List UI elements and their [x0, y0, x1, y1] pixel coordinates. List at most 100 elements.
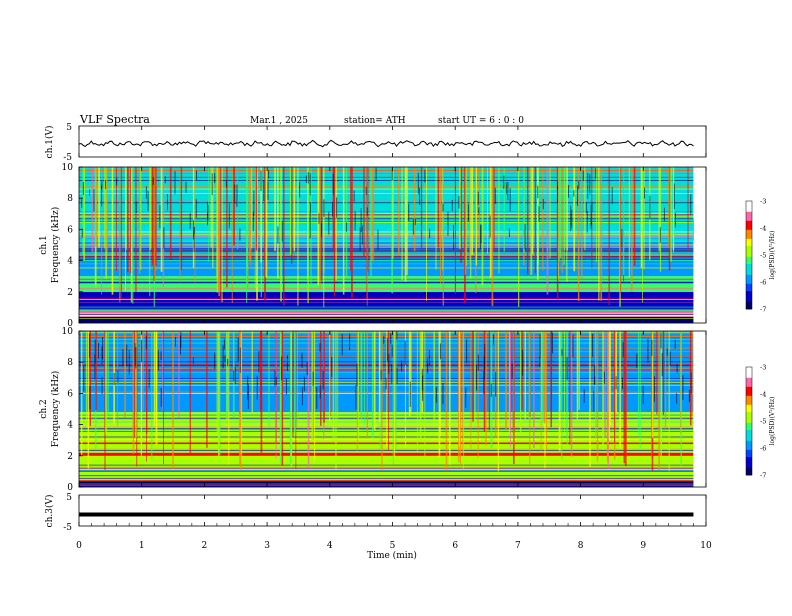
spectrogram-sferic [274, 167, 276, 252]
spectrogram-sferic [558, 331, 561, 451]
spectrogram-sferic [307, 167, 309, 304]
spectrogram-line [79, 431, 694, 432]
spectrogram-speckle [305, 175, 307, 183]
spectrogram-speckle [453, 225, 455, 250]
spectrogram-sferic [323, 331, 325, 423]
spectrogram-sferic [357, 331, 360, 439]
spectrogram-speckle [682, 375, 684, 401]
spectrogram-sferic [154, 167, 156, 281]
spectrogram-sferic [107, 331, 109, 416]
spectrogram-speckle [660, 332, 662, 349]
spectrogram-sferic [291, 167, 293, 264]
spectrogram-sferic [598, 167, 600, 301]
spectrogram-sferic [289, 167, 292, 255]
spectrogram-speckle [647, 338, 649, 363]
spectrogram-speckle [113, 373, 115, 386]
colorbar-segment [746, 237, 752, 240]
spectrogram-sferic [217, 331, 220, 458]
spectrogram-empty-tail [693, 331, 706, 487]
spectrogram-sferic [277, 167, 279, 279]
spectrogram-line [79, 234, 694, 236]
spectrogram-speckle [160, 387, 162, 407]
xtick-label: 8 [578, 541, 584, 551]
colorbar-segment [746, 244, 752, 247]
spectrogram-sferic [513, 331, 515, 445]
spectrogram-sferic [670, 167, 672, 262]
spectrogram-line [79, 417, 694, 419]
spectrogram-line [79, 370, 694, 372]
spectrogram-line [79, 469, 694, 471]
spectrogram-sferic [310, 167, 312, 284]
colorbar-segment [746, 431, 752, 434]
spectrogram-speckle [585, 202, 587, 214]
spectrogram-line [79, 306, 694, 308]
colorbar-segment [746, 301, 752, 304]
spectrogram-speckle [591, 202, 593, 213]
spectrogram-sferic [658, 331, 660, 470]
spectrogram-line [79, 466, 694, 468]
spectrogram-speckle [676, 364, 678, 373]
spectrogram-sferic [604, 331, 606, 438]
spectrogram-speckle [542, 198, 544, 210]
spectrogram-speckle [572, 334, 574, 358]
spectrogram-speckle [388, 354, 390, 374]
spectrogram-line [79, 421, 694, 423]
spectrogram-speckle [192, 357, 194, 364]
spectrogram-speckle [467, 204, 469, 222]
spectrogram-line [79, 314, 694, 315]
spectrogram-sferic [105, 167, 108, 279]
ch3-ylabel: ch.3(V) [44, 495, 55, 528]
spectrogram-speckle [442, 203, 444, 212]
spectrogram-line [79, 297, 694, 299]
spectrogram-sferic [386, 331, 388, 447]
ch1-ylabel: ch.1(V) [44, 126, 55, 159]
spectrogram-sferic [135, 331, 137, 438]
spectrogram-sferic [624, 331, 627, 467]
colorbar-label: log(PSD)(V²/Hz) [769, 397, 776, 446]
colorbar-segment [746, 229, 752, 232]
xtick-label: 6 [452, 541, 458, 551]
spectrogram-sferic [481, 167, 484, 286]
spectrogram-sferic [228, 331, 230, 465]
colorbar-segment [746, 265, 752, 268]
spectrogram-line [79, 485, 694, 487]
spectrogram-sferic [366, 331, 369, 439]
spectrogram-sferic [82, 167, 84, 255]
ch1-spectrogram-ylabel-freq: Frequency (kHz) [50, 207, 61, 284]
xtick-label: 10 [700, 541, 712, 551]
spectrogram-sferic [392, 167, 394, 259]
ch1-spectrogram-panel: ch.1 Frequency (kHz) 0 2 4 6 8 10 [39, 163, 707, 329]
spectrogram-line [79, 222, 694, 223]
spectrogram-speckle [365, 186, 367, 195]
spectrogram-speckle [451, 199, 453, 211]
spectrogram-sferic [268, 331, 270, 427]
colorbar-segment [746, 437, 752, 440]
spectrogram-sferic [573, 167, 576, 272]
spectrogram-speckle [94, 354, 96, 380]
spectrogram-speckle [353, 190, 355, 202]
spectrogram-speckle [157, 350, 159, 371]
spectrogram-line [79, 176, 694, 178]
spectrogram-sferic [517, 167, 520, 307]
spectrogram-sferic [381, 331, 383, 471]
colorbar-segment [746, 439, 752, 442]
spectrogram-speckle [211, 173, 213, 196]
spectrogram-sferic [233, 167, 235, 246]
spectrogram-line [79, 231, 694, 233]
spectrogram-speckle [267, 181, 269, 200]
spectrogram-speckle [391, 364, 393, 384]
spectrogram-speckle [225, 180, 227, 188]
spectrogram-speckle [214, 352, 216, 369]
spectrogram-speckle [93, 188, 95, 212]
spectrogram-line [79, 191, 694, 193]
spectrogram-speckle [253, 190, 255, 216]
colorbar-segment [746, 224, 752, 227]
spectrogram-sferic [115, 167, 117, 271]
spectrogram-speckle [280, 356, 282, 381]
ch1-waveform-panel: 5 -5 ch.1(V) [44, 123, 707, 163]
colorbar-segment [746, 473, 752, 476]
spectrogram-sferic [281, 331, 284, 466]
colorbar-segment [746, 466, 752, 469]
spectrogram-line [79, 188, 694, 190]
spectrogram-line [79, 235, 694, 237]
